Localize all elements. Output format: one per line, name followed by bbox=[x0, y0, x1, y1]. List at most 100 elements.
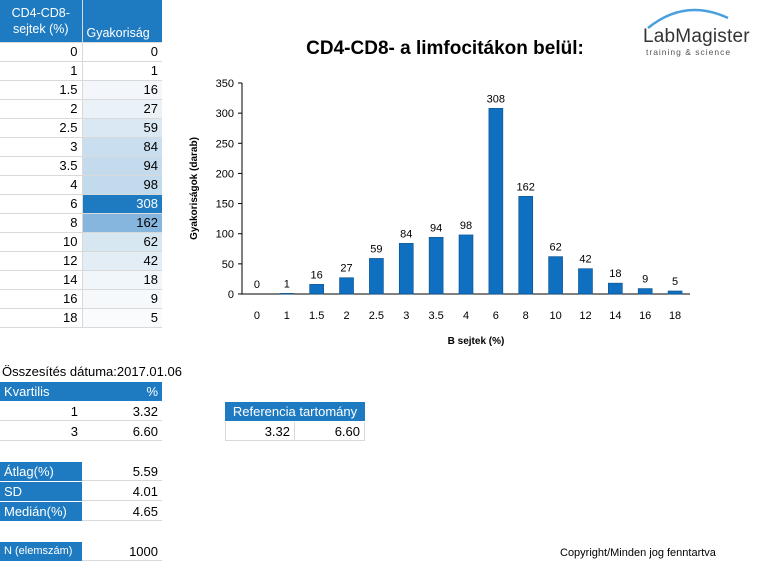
bar bbox=[608, 282, 623, 295]
logo-tagline: training & science bbox=[646, 47, 732, 57]
x-tick-label: 10 bbox=[549, 310, 561, 322]
data-label: 18 bbox=[609, 268, 621, 280]
data-label: 59 bbox=[370, 243, 382, 255]
x-tick-label: 14 bbox=[609, 310, 621, 322]
data-label: 94 bbox=[430, 222, 442, 234]
percent-cell: 16 bbox=[0, 289, 83, 309]
bar bbox=[369, 258, 384, 295]
percent-cell: 4 bbox=[0, 175, 83, 195]
bar bbox=[488, 108, 504, 295]
data-label: 98 bbox=[460, 220, 472, 232]
mean-value: 5.59 bbox=[82, 462, 162, 481]
x-tick-label: 2 bbox=[343, 310, 349, 322]
table-row: 2 27 bbox=[0, 99, 162, 119]
bar bbox=[339, 277, 354, 295]
frequency-cell: 308 bbox=[82, 194, 162, 214]
data-label: 16 bbox=[311, 269, 323, 281]
data-label: 27 bbox=[340, 263, 352, 275]
n-value: 1000 bbox=[82, 542, 162, 561]
percent-cell: 14 bbox=[0, 270, 83, 290]
quartile-header: Kvartilis bbox=[0, 382, 82, 401]
percent-cell: 1 bbox=[0, 61, 83, 81]
data-label: 0 bbox=[254, 279, 260, 291]
data-label: 84 bbox=[400, 228, 412, 240]
table-row: 1.5 16 bbox=[0, 80, 162, 100]
table-row: 3 84 bbox=[0, 137, 162, 157]
frequency-cell: 9 bbox=[82, 289, 162, 309]
n-label: N (elemszám) bbox=[0, 542, 82, 561]
table-row: 16 9 bbox=[0, 289, 162, 309]
data-label: 162 bbox=[517, 181, 535, 193]
x-tick-label: 3.5 bbox=[428, 310, 443, 322]
frequency-cell: 5 bbox=[82, 308, 162, 328]
frequency-cell: 84 bbox=[82, 137, 162, 157]
y-tick-label: 350 bbox=[216, 78, 234, 90]
bar bbox=[548, 256, 563, 295]
percent-cell: 6 bbox=[0, 194, 83, 214]
y-tick-label: 100 bbox=[216, 229, 234, 241]
y-tick-label: 250 bbox=[216, 138, 234, 150]
bar bbox=[428, 237, 444, 295]
x-axis-title: B sejtek (%) bbox=[448, 336, 505, 347]
percent-cell: 3.5 bbox=[0, 156, 83, 176]
bar bbox=[637, 288, 653, 295]
reference-low: 3.32 bbox=[225, 422, 295, 441]
frequency-cell: 0 bbox=[82, 42, 162, 62]
x-tick-label: 4 bbox=[463, 310, 469, 322]
bar bbox=[279, 293, 295, 295]
q3-value: 6.60 bbox=[82, 422, 162, 441]
median-value: 4.65 bbox=[82, 502, 162, 521]
percent-cell: 1.5 bbox=[0, 80, 83, 100]
table-row: 6 308 bbox=[0, 194, 162, 214]
header-percent: CD4-CD8-sejtek (%) bbox=[0, 0, 83, 43]
y-axis-title: Gyakoriságok (darab) bbox=[189, 137, 200, 240]
frequency-table-header: CD4-CD8-sejtek (%) Gyakoriság bbox=[0, 0, 162, 43]
x-tick-label: 3 bbox=[403, 310, 409, 322]
y-tick-label: 300 bbox=[216, 108, 234, 120]
sd-label: SD bbox=[0, 482, 82, 501]
percent-cell: 18 bbox=[0, 308, 83, 328]
bar bbox=[518, 196, 534, 295]
table-row: 2.5 59 bbox=[0, 118, 162, 138]
x-tick-label: 12 bbox=[579, 310, 591, 322]
frequency-cell: 62 bbox=[82, 232, 162, 252]
bar bbox=[667, 290, 683, 295]
percent-cell: 8 bbox=[0, 213, 83, 233]
percent-cell: 12 bbox=[0, 251, 83, 271]
data-label: 9 bbox=[642, 274, 648, 286]
frequency-cell: 98 bbox=[82, 175, 162, 195]
q3-label: 3 bbox=[0, 422, 82, 441]
data-label: 1 bbox=[284, 278, 290, 290]
x-tick-label: 1 bbox=[284, 310, 290, 322]
table-row: 8 162 bbox=[0, 213, 162, 233]
data-label: 308 bbox=[487, 93, 505, 105]
x-tick-label: 0 bbox=[254, 310, 260, 322]
median-label: Medián(%) bbox=[0, 502, 82, 521]
table-row: 3.5 94 bbox=[0, 156, 162, 176]
percent-cell: 2.5 bbox=[0, 118, 83, 138]
percent-cell: 10 bbox=[0, 232, 83, 252]
x-tick-label: 18 bbox=[669, 310, 681, 322]
bar bbox=[398, 243, 414, 295]
reference-header: Referencia tartomány bbox=[225, 402, 365, 421]
logo-arc-icon bbox=[647, 8, 729, 29]
y-tick-label: 50 bbox=[222, 259, 234, 271]
data-label: 62 bbox=[549, 242, 561, 254]
frequency-cell: 94 bbox=[82, 156, 162, 176]
mean-label: Átlag(%) bbox=[0, 462, 82, 481]
x-tick-label: 16 bbox=[639, 310, 651, 322]
logo-name: LabMagister bbox=[643, 26, 750, 47]
x-tick-label: 2.5 bbox=[369, 310, 384, 322]
y-tick-label: 0 bbox=[228, 289, 234, 301]
bar-chart: 0501001502002503003500011161.5272592.584… bbox=[189, 78, 690, 347]
frequency-table: CD4-CD8-sejtek (%) Gyakoriság 0 0 1 1 1.5 16 2… bbox=[0, 0, 162, 328]
bar bbox=[578, 268, 593, 295]
x-tick-label: 8 bbox=[523, 310, 529, 322]
chart-title: CD4-CD8- a limfocitákon belül: bbox=[306, 38, 584, 59]
frequency-cell: 16 bbox=[82, 80, 162, 100]
table-row: 10 62 bbox=[0, 232, 162, 252]
data-label: 42 bbox=[579, 254, 591, 266]
y-tick-label: 150 bbox=[216, 199, 234, 211]
table-row: 14 18 bbox=[0, 270, 162, 290]
